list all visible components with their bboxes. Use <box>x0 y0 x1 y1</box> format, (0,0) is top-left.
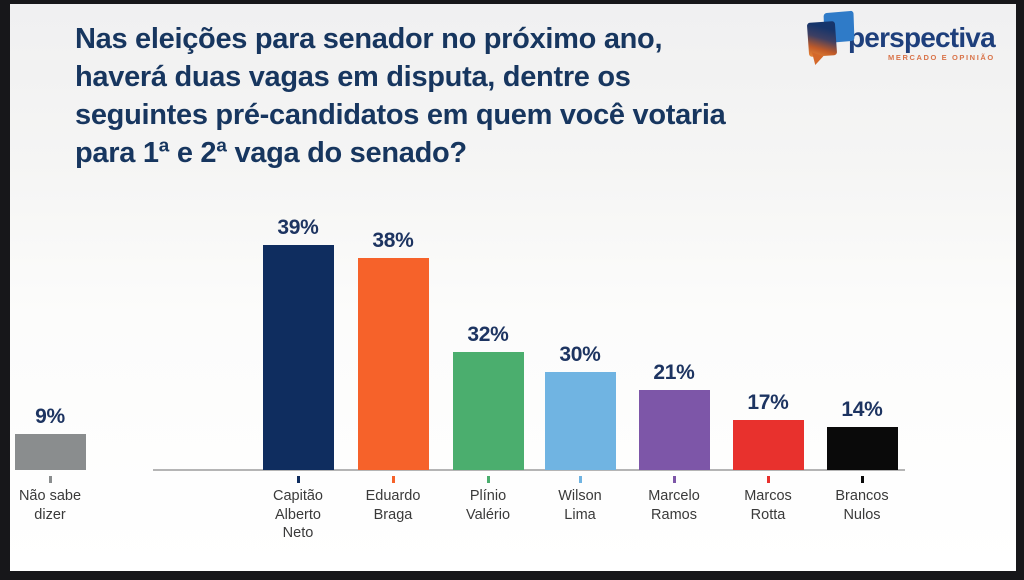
bar-marcos-rotta <box>732 420 804 470</box>
axis-tick <box>767 476 770 483</box>
bar-group-capitao-alberto-neto: 39% Capitão Alberto Neto <box>258 216 338 541</box>
axis-tick <box>392 476 395 483</box>
logo-text: perspectiva MERCADO E OPINIÃO <box>848 10 996 63</box>
bar-value-label: 32% <box>467 323 509 346</box>
axis-tick <box>579 476 582 483</box>
bar-value-label: 14% <box>841 398 883 421</box>
bar-value-label: 17% <box>747 391 789 414</box>
bar-plinio-valerio <box>452 352 524 470</box>
axis-tick <box>49 476 52 483</box>
bar-group-wilson-lima: 30% Wilson Lima <box>540 343 620 523</box>
bar-eduardo-braga <box>357 258 429 470</box>
bar-value-label: 30% <box>559 343 601 366</box>
bar-capitao-alberto-neto <box>262 245 334 470</box>
title-line-4: para 1ª e 2ª vaga do senado? <box>75 137 467 169</box>
title-line-3: seguintes pré-candidatos em quem você vo… <box>75 99 726 131</box>
x-axis-line <box>153 469 905 471</box>
bar-group-eduardo-braga: 38% Eduardo Braga <box>353 229 433 523</box>
bar-category-label: Eduardo Braga <box>365 488 421 523</box>
axis-tick <box>297 476 300 483</box>
bar-value-label: 39% <box>277 216 319 239</box>
bar-group-marcelo-ramos: 21% Marcelo Ramos <box>634 361 714 523</box>
slide: Nas eleições para senador no próximo ano… <box>10 4 1016 571</box>
bar-value-label: 9% <box>35 405 65 428</box>
bar-category-label: Plínio Valério <box>465 488 511 523</box>
bar-chart: 39% Capitão Alberto Neto 38% Eduardo Bra… <box>10 4 1016 571</box>
bar-group-nao-sabe-dizer: 9% Não sabe dizer <box>10 405 90 523</box>
bar-nao-sabe-dizer <box>14 434 86 470</box>
axis-tick <box>487 476 490 483</box>
bar-group-plinio-valerio: 32% Plínio Valério <box>448 323 528 523</box>
title-line-2: haverá duas vagas em disputa, dentre os <box>75 61 631 93</box>
chart-question-title: Nas eleições para senador no próximo ano… <box>75 20 835 172</box>
logo-subtitle: MERCADO E OPINIÃO <box>888 53 995 62</box>
bar-brancos-nulos <box>826 427 898 470</box>
bar-marcelo-ramos <box>638 390 710 470</box>
logo-wordmark: perspectiva <box>848 22 996 53</box>
bar-category-label: Brancos Nulos <box>835 488 889 523</box>
title-line-1: Nas eleições para senador no próximo ano… <box>75 23 663 55</box>
bar-category-label: Marcos Rotta <box>744 488 792 523</box>
axis-tick <box>673 476 676 483</box>
bar-category-label: Marcelo Ramos <box>648 488 700 523</box>
bar-group-marcos-rotta: 17% Marcos Rotta <box>728 391 808 523</box>
bar-group-brancos-nulos: 14% Brancos Nulos <box>822 398 902 523</box>
perspectiva-logo: perspectiva MERCADO E OPINIÃO <box>804 10 1004 80</box>
bar-category-label: Capitão Alberto Neto <box>273 488 323 542</box>
bar-value-label: 21% <box>653 361 695 384</box>
axis-tick <box>861 476 864 483</box>
bar-category-label: Wilson Lima <box>558 488 602 523</box>
bar-value-label: 38% <box>372 229 414 252</box>
bar-category-label: Não sabe dizer <box>18 488 82 523</box>
bar-wilson-lima <box>544 372 616 470</box>
